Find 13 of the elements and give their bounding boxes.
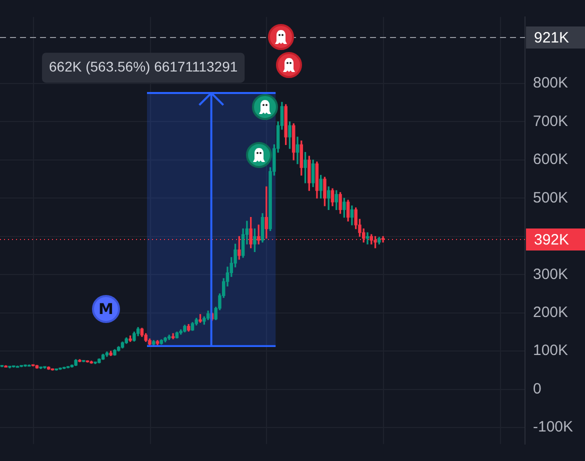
marker-icon: M [92, 295, 120, 323]
y-tick-label: 200K [533, 304, 568, 322]
band-label: 662K (563.56%) 66171113291 [49, 58, 238, 75]
y-tick-label: 500K [533, 189, 568, 206]
y-tick-label: 300K [533, 266, 568, 283]
ref-line-label: 921K [534, 30, 570, 47]
y-tick-label: 800K [533, 74, 568, 92]
y-tick-label: 600K [533, 151, 568, 168]
y-tick-label: 0 [533, 380, 542, 398]
y-tick-label: -100K [533, 418, 574, 436]
y-tick-label: 700K [533, 112, 568, 130]
ref-line-label: 392K [534, 232, 570, 249]
y-tick-label: 100K [533, 342, 568, 360]
